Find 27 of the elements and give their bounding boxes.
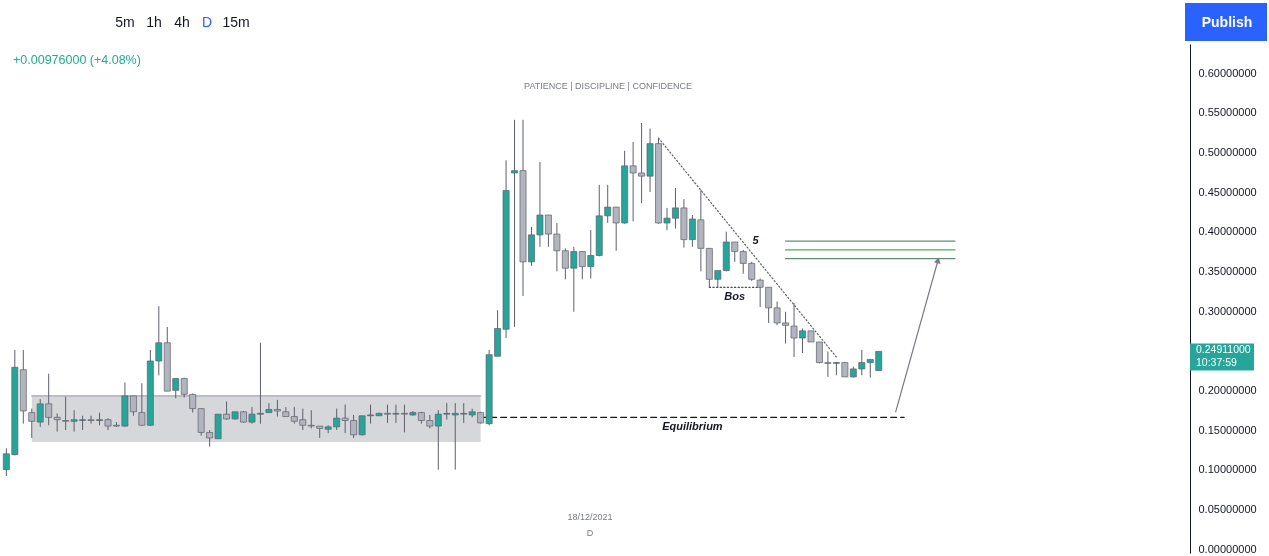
y-tick-label: 0.35000000 (1198, 264, 1257, 277)
text: 1h (146, 14, 162, 30)
series-label: Bos (724, 290, 746, 303)
y-tick-label: 0.20000000 (1198, 383, 1257, 396)
y-tick-label: 0.30000000 (1198, 304, 1257, 317)
text: PATIENCE | DISCIPLINE | CONFIDENCE (524, 81, 692, 91)
y-tick-label: 0.00000000 (1198, 542, 1257, 555)
y-tick-label: 0.05000000 (1198, 502, 1257, 515)
y-tick-label: 0.55000000 (1198, 106, 1257, 119)
y-tick-label: 0.45000000 (1198, 185, 1257, 198)
text: 5m (115, 14, 135, 30)
text: Publish (1201, 14, 1253, 30)
text: D (201, 14, 213, 30)
candlestick (28, 408, 36, 439)
text: 0.24911000 10:37:59 (1196, 343, 1251, 368)
y-tick-label: 0.60000000 (1198, 66, 1257, 79)
series-label: 5 (752, 233, 760, 246)
annotation: D (586, 528, 594, 538)
y-tick-label: 0.50000000 (1198, 145, 1257, 158)
annotation: 18/12/2021 (567, 512, 613, 522)
text: 4h (174, 14, 190, 30)
y-tick-label: 0.15000000 (1198, 423, 1257, 436)
y-tick-label: 0.10000000 (1198, 463, 1257, 476)
y-tick-label: 0.40000000 (1198, 225, 1257, 238)
text: 15m (222, 14, 250, 30)
annotation: +0.00976000 (+4.08%) (13, 53, 141, 67)
series-label: Equilibrium (662, 420, 723, 433)
